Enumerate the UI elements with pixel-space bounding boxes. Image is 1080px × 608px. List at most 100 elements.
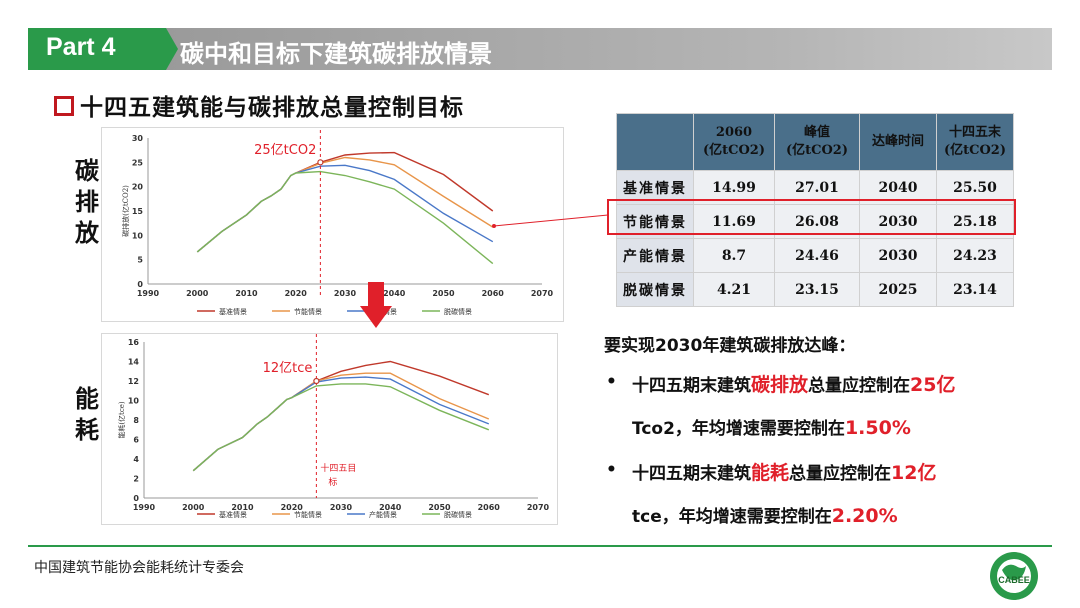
- side-char: 耗: [75, 416, 99, 444]
- table-cell: 24.23: [936, 238, 1014, 273]
- y-tick-label: 25: [132, 158, 144, 167]
- bullet-text: tce，年均增速需要控制在: [632, 507, 832, 527]
- footer-org: 中国建筑节能协会能耗统计专委会: [34, 560, 244, 576]
- x-tick-label: 2030: [334, 289, 357, 298]
- annotation-label: 12亿tce: [263, 361, 313, 376]
- energy-consumption-chart: 1990 2000 2010 2020 2030 2040 2050 2060 2070 0 2 4 6…: [117, 334, 550, 519]
- cabee-logo-icon: CABEE: [990, 552, 1038, 600]
- bullet-2-line-2: tce，年均增速需要控制在2.20%: [632, 502, 898, 527]
- section-title: 十四五建筑能与碳排放总量控制目标: [80, 95, 464, 121]
- y-tick-label: 6: [133, 436, 139, 445]
- carbon-emission-chart: 1990 2000 2010 2020 2030 2040 2050 2060 20700510…: [121, 130, 554, 316]
- x-tick-label: 2070: [527, 503, 550, 512]
- down-arrow-icon: [360, 282, 392, 328]
- bullet-value: 12亿: [891, 462, 937, 484]
- side-char: 能: [75, 385, 99, 413]
- series-line: [192, 376, 490, 472]
- legend-label: 基准情景: [219, 510, 247, 519]
- connector-line: [492, 214, 609, 228]
- bullets-intro: 要实现2030年建筑碳排放达峰：: [604, 336, 856, 356]
- side-char: 放: [75, 219, 99, 247]
- bullet-dot: •: [606, 372, 617, 392]
- bullet-rate: 2.20%: [831, 505, 898, 527]
- y-tick-label: 5: [137, 256, 143, 265]
- y-tick-label: 2: [133, 475, 139, 484]
- series-line: [192, 372, 490, 472]
- legend-label: 节能情景: [294, 510, 322, 519]
- bullet-1-line-1: 十四五期末建筑碳排放总量应控制在25亿: [632, 370, 955, 397]
- table-row: 产能情景 8.7 24.46 2030 24.23: [616, 238, 1014, 273]
- series-line: [196, 170, 494, 265]
- bullet-dot: •: [606, 460, 617, 480]
- table-header-cell: 峰值 (亿tCO2): [774, 113, 860, 171]
- annotation-marker: [317, 159, 324, 166]
- table-header-row: 2060 (亿tCO2) 峰值 (亿tCO2) 达峰时间 十四五末 (亿tCO2…: [616, 113, 1014, 171]
- x-tick-label: 2000: [182, 503, 205, 512]
- table-cell: 8.7: [693, 238, 775, 273]
- y-tick-label: 0: [137, 280, 143, 289]
- y-axis-label: 能耗(亿tce): [117, 401, 126, 439]
- x-tick-label: 2010: [231, 503, 254, 512]
- table-cell: 2030: [859, 238, 937, 273]
- y-tick-label: 30: [132, 134, 144, 143]
- side-char: 排: [75, 188, 99, 216]
- y-axis-label: 碳排放(亿tCO2): [121, 185, 130, 237]
- footer-divider: [28, 545, 1052, 547]
- x-tick-label: 2060: [478, 503, 501, 512]
- x-tick-label: 1990: [137, 289, 160, 298]
- x-tick-label: 2010: [235, 289, 258, 298]
- bullet-text: 十四五期末建筑: [632, 376, 751, 396]
- bullet-1-line-2: Tco2，年均增速需要控制在1.50%: [632, 414, 911, 439]
- table-cell: 11.69: [693, 204, 775, 239]
- bullet-text: Tco2，年均增速需要控制在: [632, 419, 845, 439]
- legend-label: 产能情景: [369, 510, 397, 519]
- y-tick-label: 20: [132, 183, 144, 192]
- carbon-side-label: 碳 排 放: [72, 156, 102, 249]
- table-cell: 产能情景: [616, 238, 694, 273]
- bullet-key: 碳排放: [751, 374, 809, 396]
- highlight-rect: [607, 199, 1016, 235]
- y-tick-label: 0: [133, 494, 139, 503]
- table-header-cell: 2060 (亿tCO2): [693, 113, 775, 171]
- table-cell: 23.15: [774, 272, 860, 307]
- table-header-cell: 达峰时间: [859, 113, 937, 171]
- legend-label: 脱碳情景: [444, 307, 472, 316]
- legend-label: 基准情景: [219, 307, 247, 316]
- table-cell: 24.46: [774, 238, 860, 273]
- energy-side-label: 能 耗: [72, 384, 102, 446]
- series-line: [196, 151, 494, 253]
- bullet-text: 总量应控制在: [789, 464, 892, 484]
- part-label: Part 4: [46, 33, 116, 61]
- header-banner: [160, 28, 1052, 70]
- bullet-key: 能耗: [751, 462, 790, 484]
- y-tick-label: 15: [132, 207, 144, 216]
- bullet-text: 总量应控制在: [808, 376, 911, 396]
- reference-line-label: 标: [328, 476, 337, 488]
- table-header-cell: [616, 113, 694, 171]
- y-tick-label: 16: [128, 338, 140, 347]
- x-tick-label: 1990: [133, 503, 156, 512]
- y-tick-label: 12: [128, 377, 139, 386]
- x-tick-label: 2050: [432, 289, 455, 298]
- reference-line-label: 十四五目: [320, 462, 356, 474]
- y-tick-label: 8: [133, 416, 139, 425]
- table-cell: 23.14: [936, 272, 1014, 307]
- part-tag: [28, 28, 178, 70]
- legend-label: 节能情景: [294, 307, 322, 316]
- table-cell: 脱碳情景: [616, 272, 694, 307]
- x-tick-label: 2040: [379, 503, 402, 512]
- bullet-text: 十四五期末建筑: [632, 464, 751, 484]
- x-tick-label: 2030: [330, 503, 353, 512]
- section-bullet-icon: [54, 96, 74, 116]
- carbon-chart-box: 1990 2000 2010 2020 2030 2040 2050 2060 2070 0 5 10…: [101, 127, 564, 322]
- table-cell: 25.50: [936, 170, 1014, 205]
- x-tick-label: 2000: [186, 289, 209, 298]
- annotation-label: 25亿tCO2: [254, 143, 316, 158]
- legend-label: 脱碳情景: [444, 510, 472, 519]
- table-cell: 4.21: [693, 272, 775, 307]
- series-line: [196, 156, 494, 253]
- x-tick-label: 2020: [285, 289, 308, 298]
- x-tick-label: 2040: [383, 289, 406, 298]
- y-tick-label: 10: [132, 231, 144, 240]
- y-tick-label: 14: [128, 358, 140, 367]
